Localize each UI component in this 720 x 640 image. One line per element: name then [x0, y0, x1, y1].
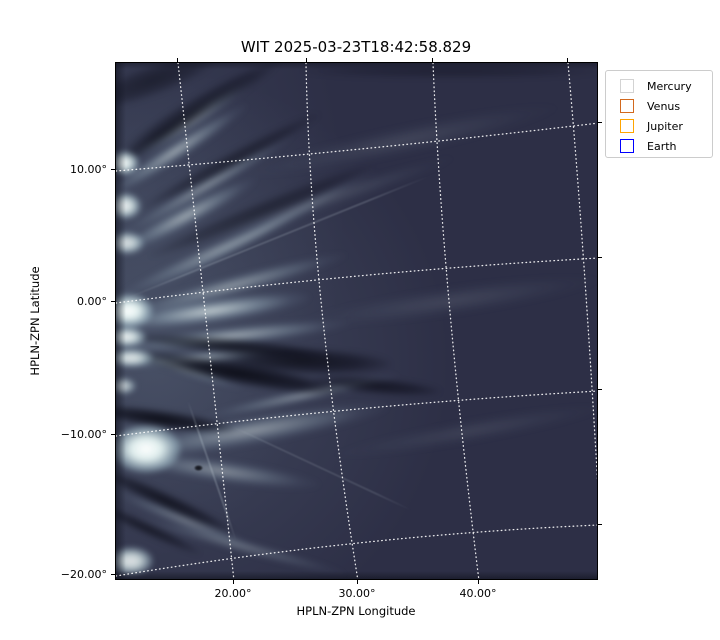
- legend-item-venus: Venus: [606, 96, 712, 116]
- right-tick: [598, 257, 602, 258]
- legend-label: Earth: [647, 139, 677, 153]
- y-tick-label: −10.00°: [60, 428, 107, 441]
- wit-image: [116, 63, 597, 579]
- bottom-tick: [357, 580, 358, 584]
- mercury-marker-icon: [620, 79, 634, 93]
- edge-bright-knot: [116, 425, 181, 473]
- bottom-edge-vignette: [116, 571, 597, 579]
- y-tick-label: 0.00°: [77, 295, 107, 308]
- top-tick: [567, 58, 568, 62]
- legend: Mercury Venus Jupiter Earth: [605, 70, 713, 158]
- x-tick-label: 40.00°: [459, 587, 497, 600]
- bottom-tick: [233, 580, 234, 584]
- longitude-gridline-30: [305, 63, 359, 579]
- plot-area: [115, 62, 598, 580]
- dark-lane: [301, 64, 597, 78]
- latitude-gridline-10: [116, 122, 597, 172]
- longitude-gridline-20: [177, 63, 235, 579]
- x-tick-label: 20.00°: [214, 587, 252, 600]
- latitude-gridline-0: [116, 257, 597, 304]
- longitude-gridline-50: [567, 63, 597, 483]
- venus-marker-icon: [620, 99, 634, 113]
- plot-title: WIT 2025-03-23T18:42:58.829: [240, 38, 472, 56]
- right-tick: [598, 122, 602, 123]
- left-tick: [111, 574, 115, 575]
- top-tick: [177, 58, 178, 62]
- earth-marker-icon: [620, 139, 634, 153]
- left-tick: [111, 301, 115, 302]
- latitude-gridline-minus10: [116, 390, 597, 437]
- legend-item-mercury: Mercury: [606, 76, 712, 96]
- legend-label: Venus: [647, 99, 681, 113]
- legend-label: Mercury: [647, 79, 692, 93]
- right-tick: [598, 524, 602, 525]
- bottom-tick: [478, 580, 479, 584]
- top-edge-vignette: [116, 63, 597, 69]
- y-tick-label: 10.00°: [70, 163, 107, 176]
- top-tick: [306, 58, 307, 62]
- y-axis-label: HPLN-ZPN Latitude: [28, 266, 42, 376]
- left-tick: [111, 434, 115, 435]
- coordinate-grid: [116, 63, 597, 579]
- legend-item-earth: Earth: [606, 136, 712, 156]
- longitude-gridline-40: [432, 63, 480, 579]
- image-fine-details: [116, 63, 597, 579]
- x-tick-label: 30.00°: [338, 587, 376, 600]
- y-tick-label: −20.00°: [60, 568, 107, 581]
- legend-item-jupiter: Jupiter: [606, 116, 712, 136]
- x-axis-label: HPLN-ZPN Longitude: [296, 604, 416, 618]
- legend-label: Jupiter: [647, 119, 683, 133]
- left-edge-vignette: [116, 63, 126, 579]
- dark-spot: [194, 465, 203, 471]
- latitude-gridline-minus20: [116, 524, 597, 577]
- right-tick: [598, 389, 602, 390]
- jupiter-marker-icon: [620, 119, 634, 133]
- left-tick: [111, 169, 115, 170]
- top-tick: [432, 58, 433, 62]
